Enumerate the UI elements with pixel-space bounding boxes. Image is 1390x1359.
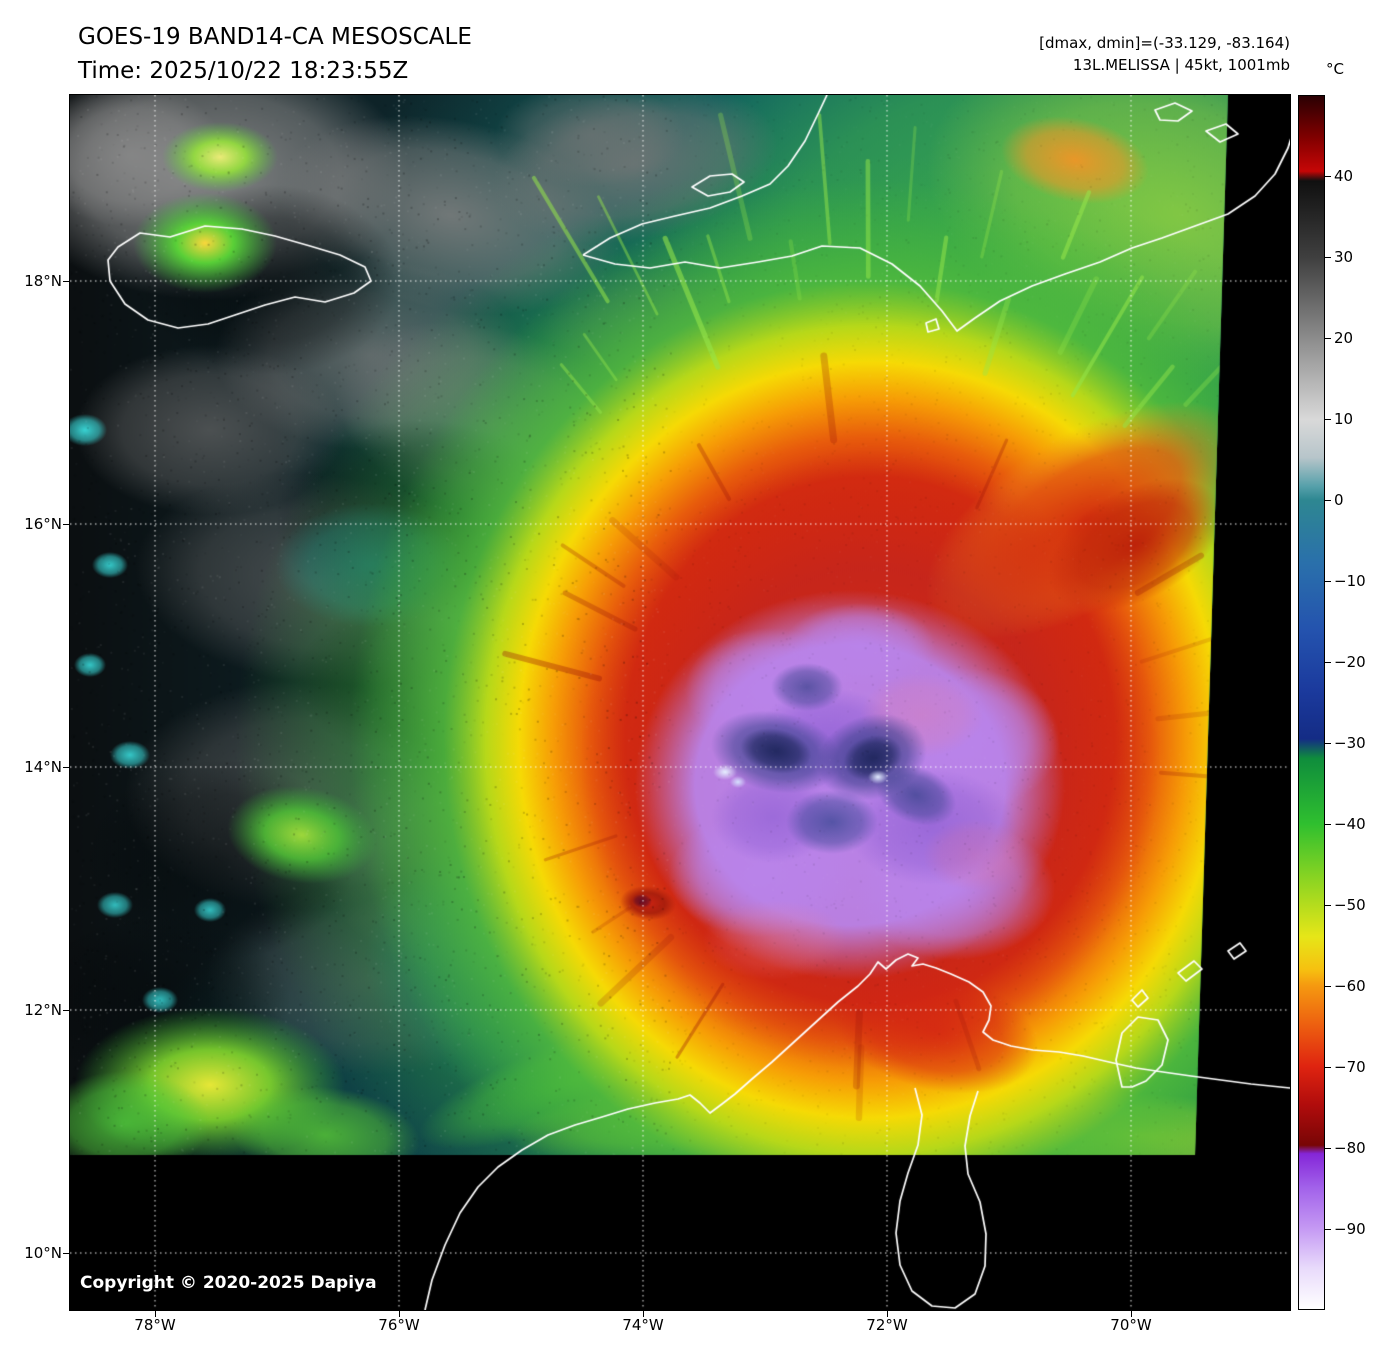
colorbar-tick-label: 10	[1324, 410, 1354, 428]
product-title: GOES-19 BAND14-CA MESOSCALE	[78, 24, 472, 50]
lon-tick	[1131, 1310, 1132, 1317]
storm-info: 13L.MELISSA | 45kt, 1001mb	[1072, 56, 1290, 74]
colorbar-tick-label: −90	[1325, 1220, 1366, 1238]
colorbar-tick-label: −10	[1325, 572, 1366, 590]
lon-label-78w: 78°W	[134, 1316, 176, 1334]
product-time: Time: 2025/10/22 18:23:55Z	[78, 58, 409, 84]
colorbar-unit-label: °C	[1326, 60, 1344, 78]
satellite-map	[70, 95, 1290, 1310]
lon-tick	[155, 1310, 156, 1317]
lat-label-14n: 14°N	[24, 758, 62, 776]
lon-tick	[643, 1310, 644, 1317]
lon-tick	[887, 1310, 888, 1317]
colorbar-tick-label: −60	[1325, 977, 1366, 995]
copyright-label: Copyright © 2020-2025 Dapiya	[80, 1273, 377, 1293]
lat-tick	[63, 1010, 70, 1011]
colorbar-tick-label: −30	[1325, 734, 1366, 752]
colorbar-tick-label: 40	[1324, 167, 1354, 185]
lat-label-16n: 16°N	[24, 515, 62, 533]
lon-tick	[399, 1310, 400, 1317]
colorbar-tick-label: 0	[1325, 491, 1344, 509]
lon-label-74w: 74°W	[622, 1316, 664, 1334]
info-block: [dmax, dmin]=(-33.129, -83.164) 13L.MELI…	[1039, 32, 1290, 76]
lat-tick	[63, 524, 70, 525]
lat-label-12n: 12°N	[24, 1001, 62, 1019]
lon-label-72w: 72°W	[866, 1316, 908, 1334]
temperature-colorbar	[1298, 95, 1325, 1310]
colorbar-tick-label: −70	[1325, 1058, 1366, 1076]
lon-label-76w: 76°W	[378, 1316, 420, 1334]
lat-label-10n: 10°N	[24, 1244, 62, 1262]
map-plot-area: Copyright © 2020-2025 Dapiya	[69, 94, 1291, 1311]
colorbar-tick-label: −50	[1325, 896, 1366, 914]
title-block: GOES-19 BAND14-CA MESOSCALE Time: 2025/1…	[78, 20, 472, 88]
colorbar-tick-label: −80	[1325, 1139, 1366, 1157]
colorbar-tick-label: 20	[1324, 329, 1354, 347]
lat-tick	[63, 767, 70, 768]
colorbar-tick-label: −20	[1325, 653, 1366, 671]
colorbar-tick-label: −40	[1325, 815, 1366, 833]
range-info: [dmax, dmin]=(-33.129, -83.164)	[1039, 34, 1290, 52]
lat-label-18n: 18°N	[24, 272, 62, 290]
colorbar-tick-label: 30	[1324, 248, 1354, 266]
lat-tick	[63, 281, 70, 282]
lat-tick	[63, 1253, 70, 1254]
lon-label-70w: 70°W	[1110, 1316, 1152, 1334]
